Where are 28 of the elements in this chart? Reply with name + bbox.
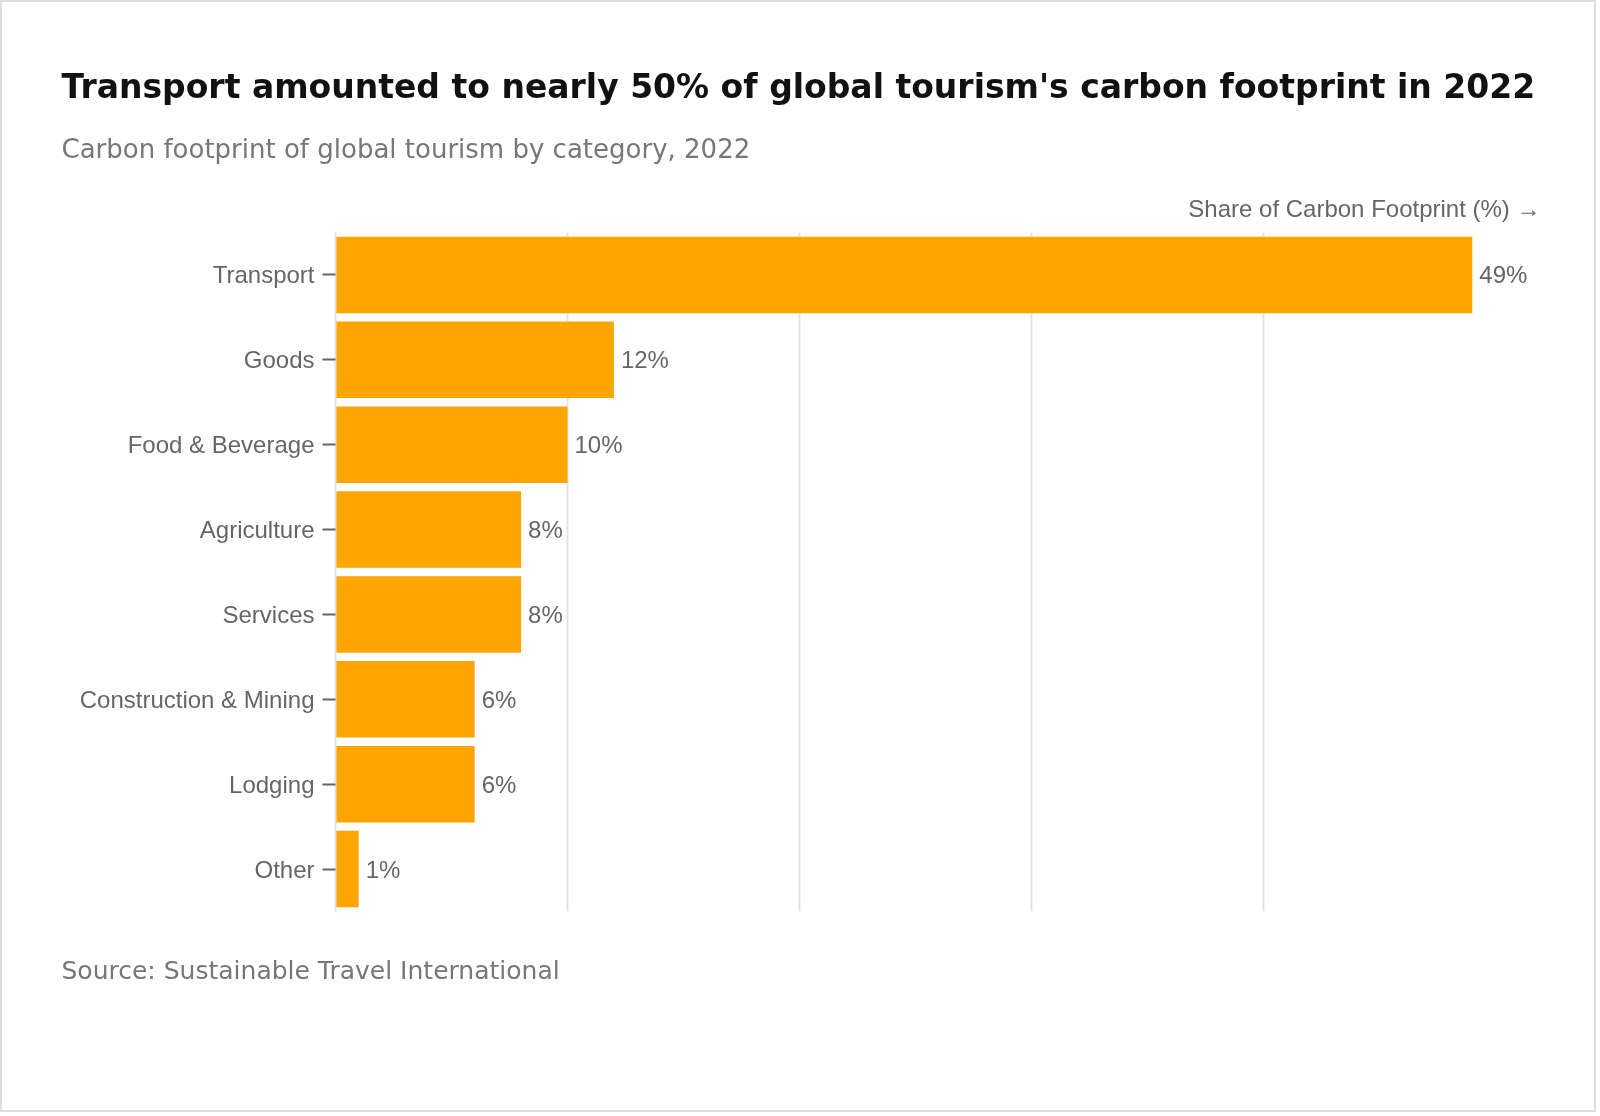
y-tick-label: Food & Beverage	[127, 431, 315, 459]
chart-title: Transport amounted to nearly 50% of global tourism's carbon footprint in 2022	[61, 66, 1536, 106]
y-tick-label: Transport	[212, 261, 315, 289]
bar	[335, 406, 568, 483]
chart-subtitle: Carbon footprint of global tourism by category, 2022	[61, 134, 751, 164]
data-label: 10%	[574, 431, 623, 459]
y-tick-label: Services	[222, 600, 315, 628]
bar	[335, 576, 522, 653]
x-axis-title: Share of Carbon Footprint (%) →	[1188, 194, 1541, 222]
bar	[335, 745, 475, 823]
bar	[335, 830, 359, 908]
y-tick-label: Other	[254, 855, 315, 883]
data-label: 12%	[620, 346, 669, 374]
y-tick-label: Construction & Mining	[79, 685, 315, 713]
data-label: 6%	[481, 685, 517, 713]
y-tick-label: Goods	[243, 346, 315, 374]
data-label: 1%	[365, 855, 401, 883]
bar	[335, 491, 522, 568]
data-label: 49%	[1479, 261, 1528, 289]
data-label: 6%	[481, 770, 517, 798]
bar	[335, 661, 475, 738]
y-tick-label: Lodging	[229, 770, 315, 798]
bar	[335, 321, 614, 399]
bar	[335, 236, 1473, 314]
y-tick-label: Agriculture	[199, 516, 315, 544]
data-label: 8%	[528, 516, 563, 544]
data-label: 8%	[528, 600, 563, 628]
source-note: Source: Sustainable Travel International	[61, 955, 560, 985]
